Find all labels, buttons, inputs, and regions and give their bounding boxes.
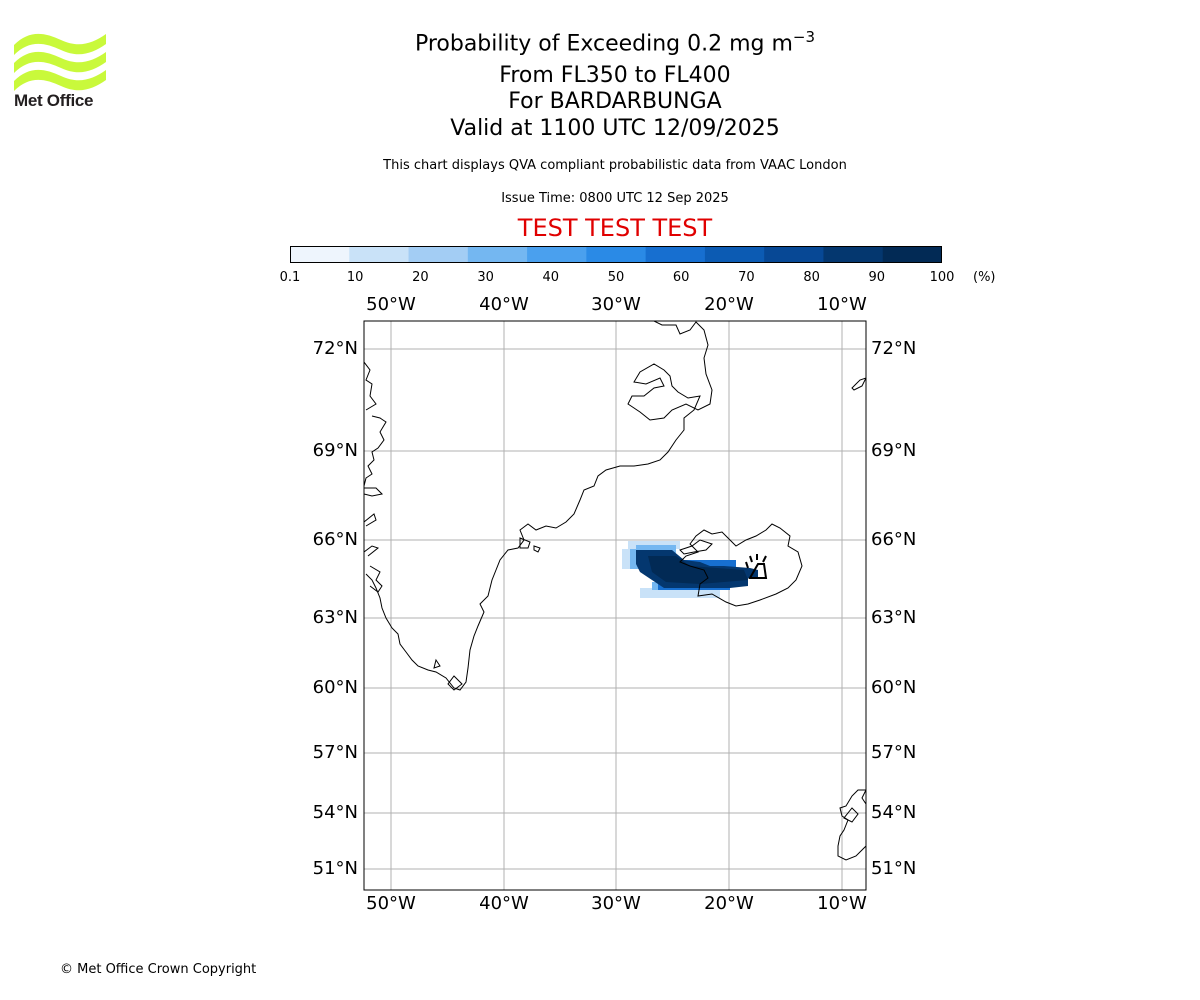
longitude-label: 40°W — [479, 294, 529, 315]
latitude-label: 54°N — [871, 802, 916, 823]
greenland-coastline — [365, 321, 713, 691]
colorbar-tick-label: 50 — [607, 270, 625, 285]
longitude-label: 20°W — [704, 294, 754, 315]
colorbar-unit: (%) — [973, 270, 996, 285]
colorbar-tick-label: 90 — [868, 270, 886, 285]
latitude-label: 72°N — [313, 338, 358, 359]
latitude-label: 63°N — [871, 607, 916, 628]
colorbar-bin — [408, 246, 469, 263]
latitude-label: 60°N — [313, 677, 358, 698]
chart-title: Probability of Exceeding 0.2 mg m−3 — [0, 28, 1200, 56]
copyright-notice: © Met Office Crown Copyright — [60, 962, 257, 977]
chart-title-text: Probability of Exceeding 0.2 mg m — [414, 31, 793, 57]
colorbar-bin — [823, 246, 884, 263]
colorbar-tick-label: 10 — [346, 270, 364, 285]
latitude-labels-right: 72°N 69°N 66°N 63°N 60°N 57°N 54°N 51°N — [871, 338, 916, 879]
longitude-label: 50°W — [366, 893, 416, 914]
longitude-label: 10°W — [817, 893, 867, 914]
valid-time: Valid at 1100 UTC 12/09/2025 — [450, 116, 780, 141]
colorbar-bin — [467, 246, 528, 263]
colorbar-bin — [704, 246, 765, 263]
longitude-label: 50°W — [366, 294, 416, 315]
colorbar-bin — [290, 246, 350, 263]
colorbar-bin — [645, 246, 706, 263]
colorbar-tick-label: 30 — [477, 270, 494, 285]
colorbar-tick-label: 40 — [542, 270, 560, 285]
map-gridlines — [364, 321, 866, 890]
latitude-label: 51°N — [871, 858, 916, 879]
colorbar-bin — [527, 246, 587, 263]
colorbar-tick-label: 100 — [929, 270, 955, 285]
longitude-label: 40°W — [479, 893, 529, 914]
latitude-label: 69°N — [313, 440, 358, 461]
volcano-name: For BARDARBUNGA — [508, 89, 722, 114]
colorbar-bin — [586, 246, 647, 263]
longitude-labels-bottom: 50°W 40°W 30°W 20°W 10°W — [366, 893, 867, 914]
longitude-labels-top: 50°W 40°W 30°W 20°W 10°W — [366, 294, 867, 315]
volcano-icon — [745, 554, 768, 579]
colorbar-bin — [764, 246, 824, 263]
latitude-label: 51°N — [313, 858, 358, 879]
colorbar-bin — [882, 246, 942, 263]
colorbar-bin — [349, 246, 410, 263]
latitude-label: 66°N — [871, 529, 916, 550]
latitude-label: 60°N — [871, 677, 916, 698]
latitude-label: 57°N — [313, 742, 358, 763]
colorbar-tick-label: 70 — [738, 270, 755, 285]
test-banner: TEST TEST TEST — [517, 214, 713, 242]
latitude-labels-left: 72°N 69°N 66°N 63°N 60°N 57°N 54°N 51°N — [313, 338, 358, 879]
latitude-label: 54°N — [313, 802, 358, 823]
longitude-label: 20°W — [704, 893, 754, 914]
latitude-label: 63°N — [313, 607, 358, 628]
longitude-label: 30°W — [591, 893, 641, 914]
colorbar-tick-label: 20 — [412, 270, 429, 285]
flight-level-range: From FL350 to FL400 — [499, 63, 731, 88]
colorbar-tick-label: 0.1 — [279, 270, 301, 285]
colorbar — [290, 246, 942, 263]
logo-text: Met Office — [14, 91, 94, 110]
colorbar-frame — [290, 246, 942, 263]
chart-title-unit-exponent: −3 — [792, 28, 816, 46]
colorbar-tick-label: 60 — [672, 270, 690, 285]
longitude-label: 30°W — [591, 294, 641, 315]
probability-field — [622, 541, 758, 598]
latitude-label: 72°N — [871, 338, 916, 359]
latitude-label: 66°N — [313, 529, 358, 550]
latitude-label: 57°N — [871, 742, 916, 763]
chart-description: This chart displays QVA compliant probab… — [383, 158, 847, 173]
longitude-label: 10°W — [817, 294, 867, 315]
coastlines — [364, 321, 866, 861]
met-office-logo-icon — [14, 33, 106, 91]
map-frame — [363, 320, 867, 891]
issue-time: Issue Time: 0800 UTC 12 Sep 2025 — [501, 191, 729, 206]
iceland-coastline — [679, 523, 803, 607]
colorbar-tick-label: 80 — [803, 270, 820, 285]
latitude-label: 69°N — [871, 440, 916, 461]
